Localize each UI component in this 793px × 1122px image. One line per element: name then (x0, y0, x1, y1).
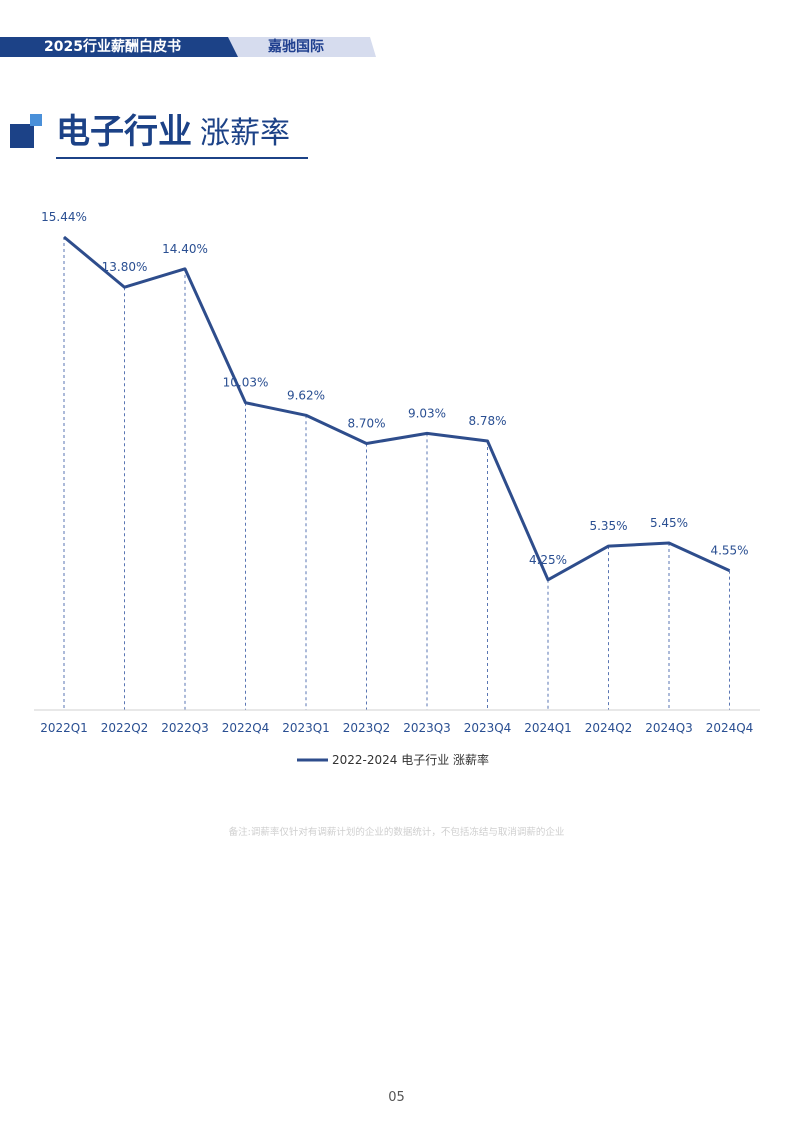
data-label-2022Q3: 14.40% (162, 242, 208, 256)
drop-lines (63, 236, 730, 710)
data-labels: 15.44% 13.80% 14.40% 10.03% 9.62% 8.70% 9.03% 8… (41, 210, 748, 567)
salary-increase-line-chart: 15.44% 13.80% 14.40% 10.03% 9.62% 8.70% 9.03% 8… (34, 210, 760, 767)
title-underline (56, 157, 308, 159)
section-title-sub: 涨薪率 (200, 116, 290, 151)
footnote: 备注:调薪率仅针对有调薪计划的企业的数据统计，不包括冻结与取消调薪的企业 (228, 827, 565, 838)
section-title-main: 电子行业 (56, 112, 192, 152)
data-label-2023Q4: 8.78% (468, 414, 506, 428)
x-tick-labels: 2022Q1 2022Q2 2022Q3 2022Q4 2023Q1 2023Q2 2023… (40, 721, 753, 735)
brand-name: 嘉驰国际 (268, 39, 324, 55)
x-tick-2022Q1: 2022Q1 (40, 721, 88, 735)
x-tick-2022Q3: 2022Q3 (161, 721, 209, 735)
title-square-icon (10, 114, 42, 148)
data-label-2023Q3: 9.03% (408, 406, 446, 420)
x-tick-2023Q4: 2023Q4 (464, 721, 512, 735)
x-tick-2023Q2: 2023Q2 (343, 721, 391, 735)
data-label-2022Q1: 15.44% (41, 210, 87, 224)
data-label-2023Q1: 9.62% (287, 388, 325, 402)
legend: 2022-2024 电子行业 涨薪率 (297, 752, 489, 767)
series-line (63, 235, 731, 582)
x-tick-2024Q2: 2024Q2 (585, 721, 633, 735)
x-tick-2023Q3: 2023Q3 (403, 721, 451, 735)
data-label-2022Q4: 10.03% (223, 376, 269, 390)
page-number: 05 (388, 1090, 405, 1105)
data-label-2023Q2: 8.70% (347, 416, 385, 430)
legend-label: 2022-2024 电子行业 涨薪率 (332, 752, 489, 767)
x-tick-2022Q2: 2022Q2 (101, 721, 149, 735)
x-tick-2022Q4: 2022Q4 (222, 721, 270, 735)
data-label-2024Q2: 5.35% (589, 519, 627, 533)
x-tick-2024Q4: 2024Q4 (706, 721, 754, 735)
report-title: 2025行业薪酬白皮书 (44, 39, 181, 55)
data-label-2024Q4: 4.55% (710, 544, 748, 558)
banner-left-tab (0, 37, 238, 57)
banner-right-tab (215, 37, 376, 57)
header-banner (0, 37, 376, 57)
x-tick-2024Q1: 2024Q1 (524, 721, 572, 735)
x-tick-2023Q1: 2023Q1 (282, 721, 330, 735)
data-label-2022Q2: 13.80% (102, 260, 148, 274)
x-tick-2024Q3: 2024Q3 (645, 721, 693, 735)
section-title: 电子行业 涨薪率 (56, 108, 290, 158)
data-label-2024Q3: 5.45% (650, 516, 688, 530)
data-label-2024Q1: 4.25% (529, 553, 567, 567)
